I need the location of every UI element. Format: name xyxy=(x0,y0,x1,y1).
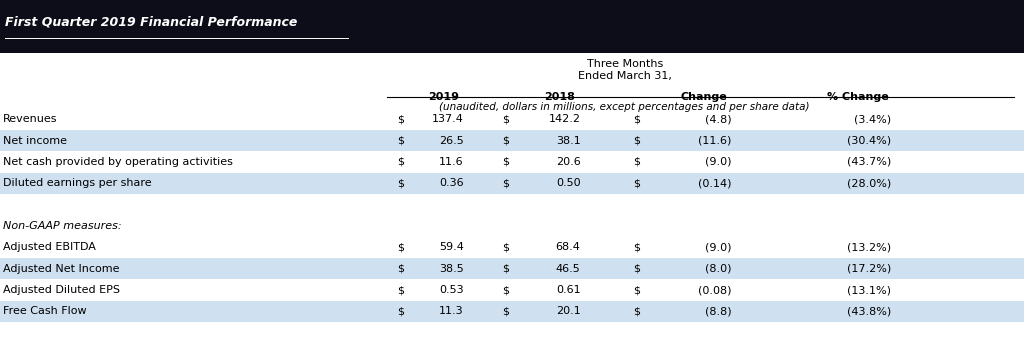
Text: 137.4: 137.4 xyxy=(432,114,464,124)
Text: 46.5: 46.5 xyxy=(556,264,581,274)
Text: $: $ xyxy=(397,242,404,252)
Text: (8.8): (8.8) xyxy=(705,306,731,316)
Text: (8.0): (8.0) xyxy=(705,264,731,274)
Text: (9.0): (9.0) xyxy=(705,157,731,167)
Text: $: $ xyxy=(397,136,404,145)
Text: $: $ xyxy=(397,264,404,274)
Text: Free Cash Flow: Free Cash Flow xyxy=(3,306,87,316)
Text: $: $ xyxy=(397,285,404,295)
Text: (unaudited, dollars in millions, except percentages and per share data): (unaudited, dollars in millions, except … xyxy=(439,102,810,112)
Text: (43.7%): (43.7%) xyxy=(847,157,891,167)
FancyBboxPatch shape xyxy=(0,301,1024,322)
Text: Ended March 31,: Ended March 31, xyxy=(578,71,672,81)
Text: 0.53: 0.53 xyxy=(439,285,464,295)
Text: (30.4%): (30.4%) xyxy=(847,136,891,145)
Text: $: $ xyxy=(502,157,509,167)
Text: (43.8%): (43.8%) xyxy=(847,306,891,316)
Text: $: $ xyxy=(397,178,404,188)
Text: Adjusted EBITDA: Adjusted EBITDA xyxy=(3,242,96,252)
Text: $: $ xyxy=(502,242,509,252)
Text: 20.1: 20.1 xyxy=(556,306,581,316)
Text: $: $ xyxy=(502,136,509,145)
Text: 59.4: 59.4 xyxy=(439,242,464,252)
Text: Revenues: Revenues xyxy=(3,114,57,124)
Text: (0.08): (0.08) xyxy=(697,285,731,295)
Text: $: $ xyxy=(397,157,404,167)
Text: (11.6): (11.6) xyxy=(697,136,731,145)
FancyBboxPatch shape xyxy=(0,130,1024,151)
Text: $: $ xyxy=(633,157,640,167)
Text: (3.4%): (3.4%) xyxy=(854,114,891,124)
Text: (9.0): (9.0) xyxy=(705,242,731,252)
Text: 20.6: 20.6 xyxy=(556,157,581,167)
Text: $: $ xyxy=(397,306,404,316)
Text: 38.1: 38.1 xyxy=(556,136,581,145)
Text: Net cash provided by operating activities: Net cash provided by operating activitie… xyxy=(3,157,232,167)
Text: $: $ xyxy=(502,178,509,188)
Text: 0.61: 0.61 xyxy=(556,285,581,295)
Text: Net income: Net income xyxy=(3,136,68,145)
Text: Three Months: Three Months xyxy=(587,59,663,69)
Text: Diluted earnings per share: Diluted earnings per share xyxy=(3,178,152,188)
Text: 26.5: 26.5 xyxy=(439,136,464,145)
Text: % Change: % Change xyxy=(827,92,889,101)
Text: (0.14): (0.14) xyxy=(697,178,731,188)
Text: (4.8): (4.8) xyxy=(705,114,731,124)
Text: $: $ xyxy=(633,264,640,274)
Text: 11.6: 11.6 xyxy=(439,157,464,167)
Text: $: $ xyxy=(633,178,640,188)
Text: $: $ xyxy=(502,114,509,124)
Text: 2018: 2018 xyxy=(545,92,575,101)
Text: Change: Change xyxy=(680,92,727,101)
Text: $: $ xyxy=(502,306,509,316)
Text: Non-GAAP measures:: Non-GAAP measures: xyxy=(3,221,122,231)
Text: (28.0%): (28.0%) xyxy=(847,178,891,188)
Text: $: $ xyxy=(397,114,404,124)
Text: (13.1%): (13.1%) xyxy=(847,285,891,295)
Text: $: $ xyxy=(502,285,509,295)
Text: $: $ xyxy=(633,242,640,252)
FancyBboxPatch shape xyxy=(0,0,1024,53)
Text: 11.3: 11.3 xyxy=(439,306,464,316)
Text: 2019: 2019 xyxy=(428,92,459,101)
Text: 68.4: 68.4 xyxy=(556,242,581,252)
Text: $: $ xyxy=(633,306,640,316)
Text: 0.36: 0.36 xyxy=(439,178,464,188)
Text: $: $ xyxy=(502,264,509,274)
Text: $: $ xyxy=(633,136,640,145)
Text: $: $ xyxy=(633,285,640,295)
Text: (13.2%): (13.2%) xyxy=(847,242,891,252)
Text: $: $ xyxy=(633,114,640,124)
FancyBboxPatch shape xyxy=(0,258,1024,279)
Text: Adjusted Diluted EPS: Adjusted Diluted EPS xyxy=(3,285,120,295)
Text: 142.2: 142.2 xyxy=(549,114,581,124)
Text: Adjusted Net Income: Adjusted Net Income xyxy=(3,264,120,274)
Text: First Quarter 2019 Financial Performance: First Quarter 2019 Financial Performance xyxy=(5,16,298,28)
FancyBboxPatch shape xyxy=(0,173,1024,194)
Text: 38.5: 38.5 xyxy=(439,264,464,274)
Text: (17.2%): (17.2%) xyxy=(847,264,891,274)
Text: 0.50: 0.50 xyxy=(556,178,581,188)
